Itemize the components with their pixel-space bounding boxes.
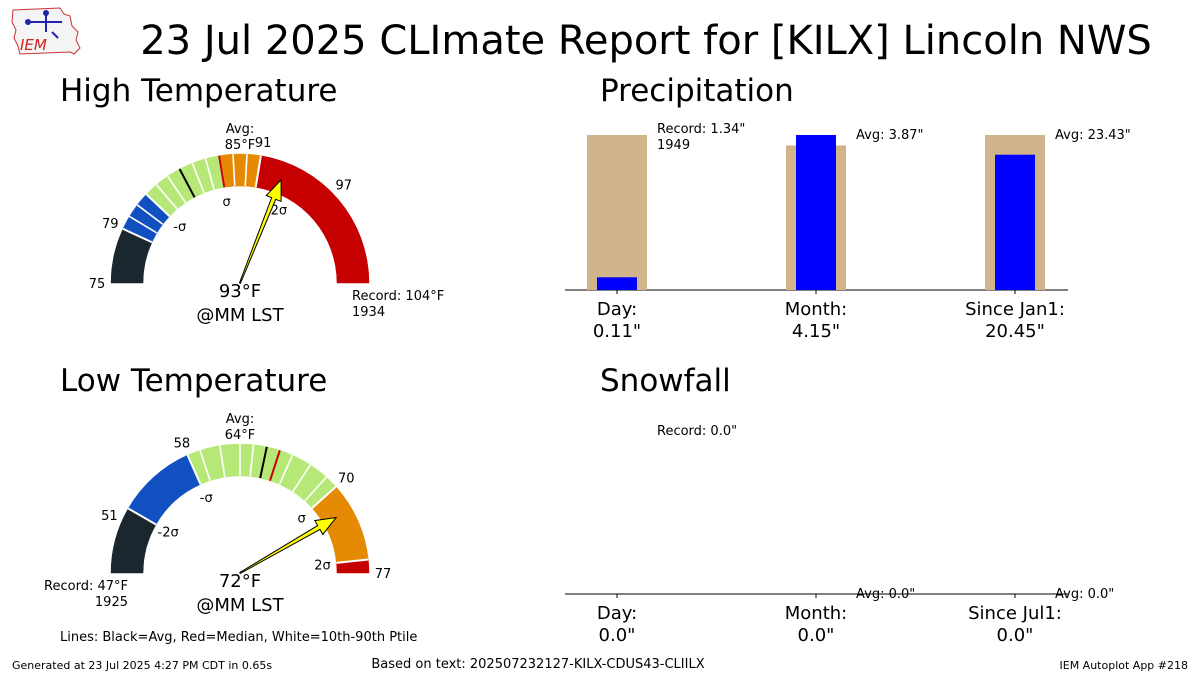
gauge-sigma-label: -σ	[173, 220, 186, 235]
precipitation-bar-chart: Day:0.11" Record: 1.34"1949 Month:4.15" Avg…	[565, 122, 1131, 342]
gauge-ptile-line	[136, 204, 164, 225]
gauge-tick-label: 51	[101, 509, 118, 524]
bar-reference-label: 1949	[657, 138, 690, 153]
logo-text: IEM	[20, 36, 47, 54]
gauge-average-label: Avg:	[226, 412, 254, 427]
bar-category-label: Since Jan1:	[965, 299, 1065, 320]
low-temp-title: Low Temperature	[60, 363, 327, 399]
bar-reference-label: Record: 1.34"	[657, 122, 745, 137]
gauge-observed-value: 72°F	[219, 571, 261, 592]
gauge-record-year: 1934	[352, 305, 385, 320]
bar-observed	[597, 277, 637, 290]
bar-category-label: Day:	[597, 603, 637, 624]
snowfall-title: Snowfall	[600, 363, 731, 399]
generated-footer: Generated at 23 Jul 2025 4:27 PM CDT in …	[12, 659, 272, 672]
bar-category-label: Month:	[785, 603, 847, 624]
bar-reference-label: Avg: 23.43"	[1055, 128, 1131, 143]
gauge-ptile-line	[219, 445, 226, 478]
gauge-ptile-line	[199, 450, 211, 481]
gauge-tick-label: 79	[102, 217, 119, 232]
gauge-tick-label: 77	[375, 567, 392, 582]
bar-reference-label: Avg: 0.0"	[1055, 587, 1114, 602]
gauge-ptile-line	[166, 175, 187, 204]
gauge-sigma-label: -σ	[200, 491, 213, 506]
gauge-ptile-line	[304, 476, 327, 502]
gauge-sigma-label: 2σ	[314, 558, 331, 573]
gauge-ptile-line	[278, 454, 294, 485]
gauge-observed-pointer	[238, 178, 282, 284]
low-temperature-gauge: Avg:64°F 51 58 70 77 -2σ -σ σ 2σ 72°F @MM LST Recor…	[44, 412, 391, 616]
gauge-observed-value: 93°F	[219, 281, 261, 302]
gauge-ptile-line	[232, 154, 236, 187]
bar-category-label: Month:	[785, 299, 847, 320]
gauge-average-value: 64°F	[225, 428, 256, 443]
high-temp-title: High Temperature	[60, 73, 337, 109]
gauge-observed-time: @MM LST	[196, 305, 284, 326]
gauge-median-line	[269, 450, 281, 482]
gauge-ptile-line	[292, 464, 311, 493]
gauge-band-above-2sigma	[255, 155, 370, 284]
bar-reference-label: Avg: 3.87"	[856, 128, 924, 143]
gauge-sigma-boundary	[186, 454, 202, 485]
gauge-observed-pointer	[239, 516, 338, 575]
snowfall-bar-chart: Day:0.0"Record: 0.0"Month:0.0"Avg: 0.0"S…	[565, 424, 1114, 646]
bar-reference-label: Record: 0.0"	[657, 424, 737, 439]
bar-category-value: 0.0"	[798, 625, 835, 646]
bar-category-label: Day:	[597, 299, 637, 320]
lines-legend-note: Lines: Black=Avg, Red=Median, White=10th…	[60, 630, 417, 645]
app-footer: IEM Autoplot App #218	[1060, 659, 1189, 672]
gauge-sigma-boundary	[122, 227, 153, 244]
gauge-ptile-line	[191, 162, 205, 194]
iem-logo: IEM	[11, 7, 81, 55]
gauge-sigma-boundary	[254, 155, 262, 188]
gauge-ptile-line	[244, 154, 248, 187]
gauge-ptile-line	[145, 193, 171, 217]
gauge-average-value: 85°F	[225, 138, 256, 153]
bar-category-label: Since Jul1:	[968, 603, 1062, 624]
gauge-ptile-line	[204, 158, 215, 190]
gauge-median-line	[218, 155, 226, 188]
bar-reference-label: Avg: 0.0"	[856, 587, 915, 602]
gauge-average-line	[178, 168, 196, 198]
gauge-sigma-boundary	[127, 507, 157, 526]
bar-category-value: 0.11"	[593, 321, 641, 342]
bar-observed	[995, 154, 1035, 290]
gauge-record-label: Record: 47°F	[44, 579, 128, 594]
bar-observed	[796, 135, 836, 290]
gauge-sigma-boundary	[311, 485, 337, 509]
gauge-tick-label: 91	[255, 136, 272, 151]
gauge-ptile-line	[155, 184, 178, 210]
gauge-record-label: Record: 104°F	[352, 289, 444, 304]
bar-category-value: 20.45"	[985, 321, 1045, 342]
gauge-tick-label: 97	[336, 179, 353, 194]
gauge-tick-label: 70	[338, 471, 355, 486]
gauge-sigma-label: 2σ	[271, 204, 288, 219]
gauge-ptile-line	[249, 444, 255, 477]
bar-reference	[587, 135, 647, 290]
bar-category-value: 0.0"	[599, 625, 636, 646]
gauge-sigma-label: -2σ	[158, 526, 179, 541]
gauge-record-year: 1925	[95, 595, 128, 610]
bar-category-value: 0.0"	[997, 625, 1034, 646]
gauge-average-label: Avg:	[226, 122, 254, 137]
high-temperature-gauge: Avg:85°F 75 79 91 97 -σ σ 2σ 93°F @MM LST Record: …	[89, 122, 444, 326]
based-on-footer: Based on text: 202507232127-KILX-CDUS43-…	[371, 657, 704, 672]
precip-title: Precipitation	[600, 73, 794, 109]
gauge-tick-label: 58	[174, 436, 191, 451]
page-title: 23 Jul 2025 CLImate Report for [KILX] Li…	[140, 18, 1152, 64]
bar-category-value: 4.15"	[792, 321, 840, 342]
gauge-sigma-label: σ	[298, 511, 306, 526]
gauge-sigma-label: σ	[222, 195, 230, 210]
gauge-tick-label: 75	[89, 277, 106, 292]
gauge-observed-time: @MM LST	[196, 595, 284, 616]
gauge-band-plus-sigma	[218, 153, 262, 188]
gauge-ptile-line	[129, 215, 158, 234]
gauge-sigma-boundary	[336, 558, 369, 564]
gauge-average-line	[259, 446, 268, 479]
